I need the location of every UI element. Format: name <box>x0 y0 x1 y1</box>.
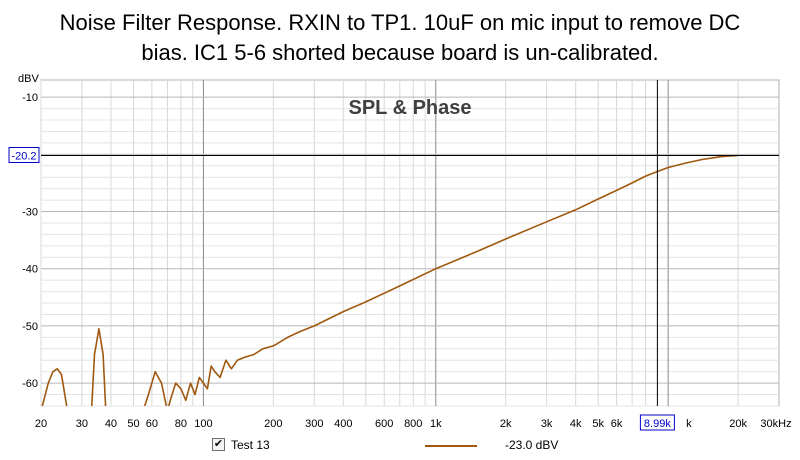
series-line <box>41 154 739 406</box>
cursor-y-readout: -20.2 <box>11 150 36 162</box>
legend-checkbox[interactable]: ✔ <box>212 438 225 451</box>
chart-title-block: Noise Filter Response. RXIN to TP1. 10uF… <box>0 8 800 68</box>
legend-series-name: Test 13 <box>231 438 270 452</box>
cursor-x-readout-box <box>639 414 675 431</box>
x-tick-label: 300 <box>305 418 323 430</box>
x-tick-label: 20k <box>729 418 747 430</box>
legend-line-swatch <box>425 445 477 447</box>
plot-background <box>40 79 780 407</box>
x-tick-label: 800 <box>404 418 422 430</box>
x-tick-label: 100 <box>194 418 212 430</box>
y-tick-label: -60 <box>22 378 38 390</box>
chart-title-line-2: bias. IC1 5-6 shorted because board is u… <box>141 40 659 65</box>
major-grid <box>41 80 779 406</box>
y-tick-label: -10 <box>22 92 38 104</box>
legend-series-value: -23.0 dBV <box>505 438 559 452</box>
x-tick-label: 4k <box>570 418 582 430</box>
series-layer <box>41 154 739 406</box>
y-tick-labels: -10 -30 -40 -50 -60 <box>22 92 38 390</box>
x-tick-label: 6k <box>611 418 623 430</box>
chart-title-line-1: Noise Filter Response. RXIN to TP1. 10uF… <box>59 10 741 35</box>
x-tick-label: 1k <box>430 418 442 430</box>
cursor-x-readout: 8.99k <box>644 418 671 430</box>
x-tick-label: 20 <box>35 418 47 430</box>
y-tick-label: -40 <box>22 264 38 276</box>
x-tick-label: 30kHz <box>760 418 791 430</box>
y-tick-label: -50 <box>22 321 38 333</box>
y-tick-label: -30 <box>22 207 38 219</box>
x-tick-label: 40 <box>105 418 117 430</box>
inner-chart-title: SPL & Phase <box>348 97 471 119</box>
x-tick-label: 2k <box>500 418 512 430</box>
cursor-layer: -20.2 8.99k <box>8 80 779 431</box>
x-tick-labels: 20 30 40 50 60 80 100 200 300 400 600 800 1k 2k 3k 4k 5k… <box>35 418 792 430</box>
x-tick-label: 80 <box>175 418 187 430</box>
cursor-y-readout-box <box>8 146 40 163</box>
x-tick-label: 3k <box>541 418 553 430</box>
x-tick-label: 400 <box>334 418 352 430</box>
x-tick-label: 200 <box>264 418 282 430</box>
legend: ✔ Test 13 -23.0 dBV <box>0 436 800 456</box>
x-tick-label: 60 <box>146 418 158 430</box>
x-tick-label: 30 <box>76 418 88 430</box>
y-axis-label: dBV <box>18 73 39 85</box>
x-tick-label: 50 <box>127 418 139 430</box>
x-tick-label: k <box>686 418 692 430</box>
x-tick-label: 5k <box>592 418 604 430</box>
x-tick-label: 600 <box>375 418 393 430</box>
minor-grid <box>40 80 779 407</box>
